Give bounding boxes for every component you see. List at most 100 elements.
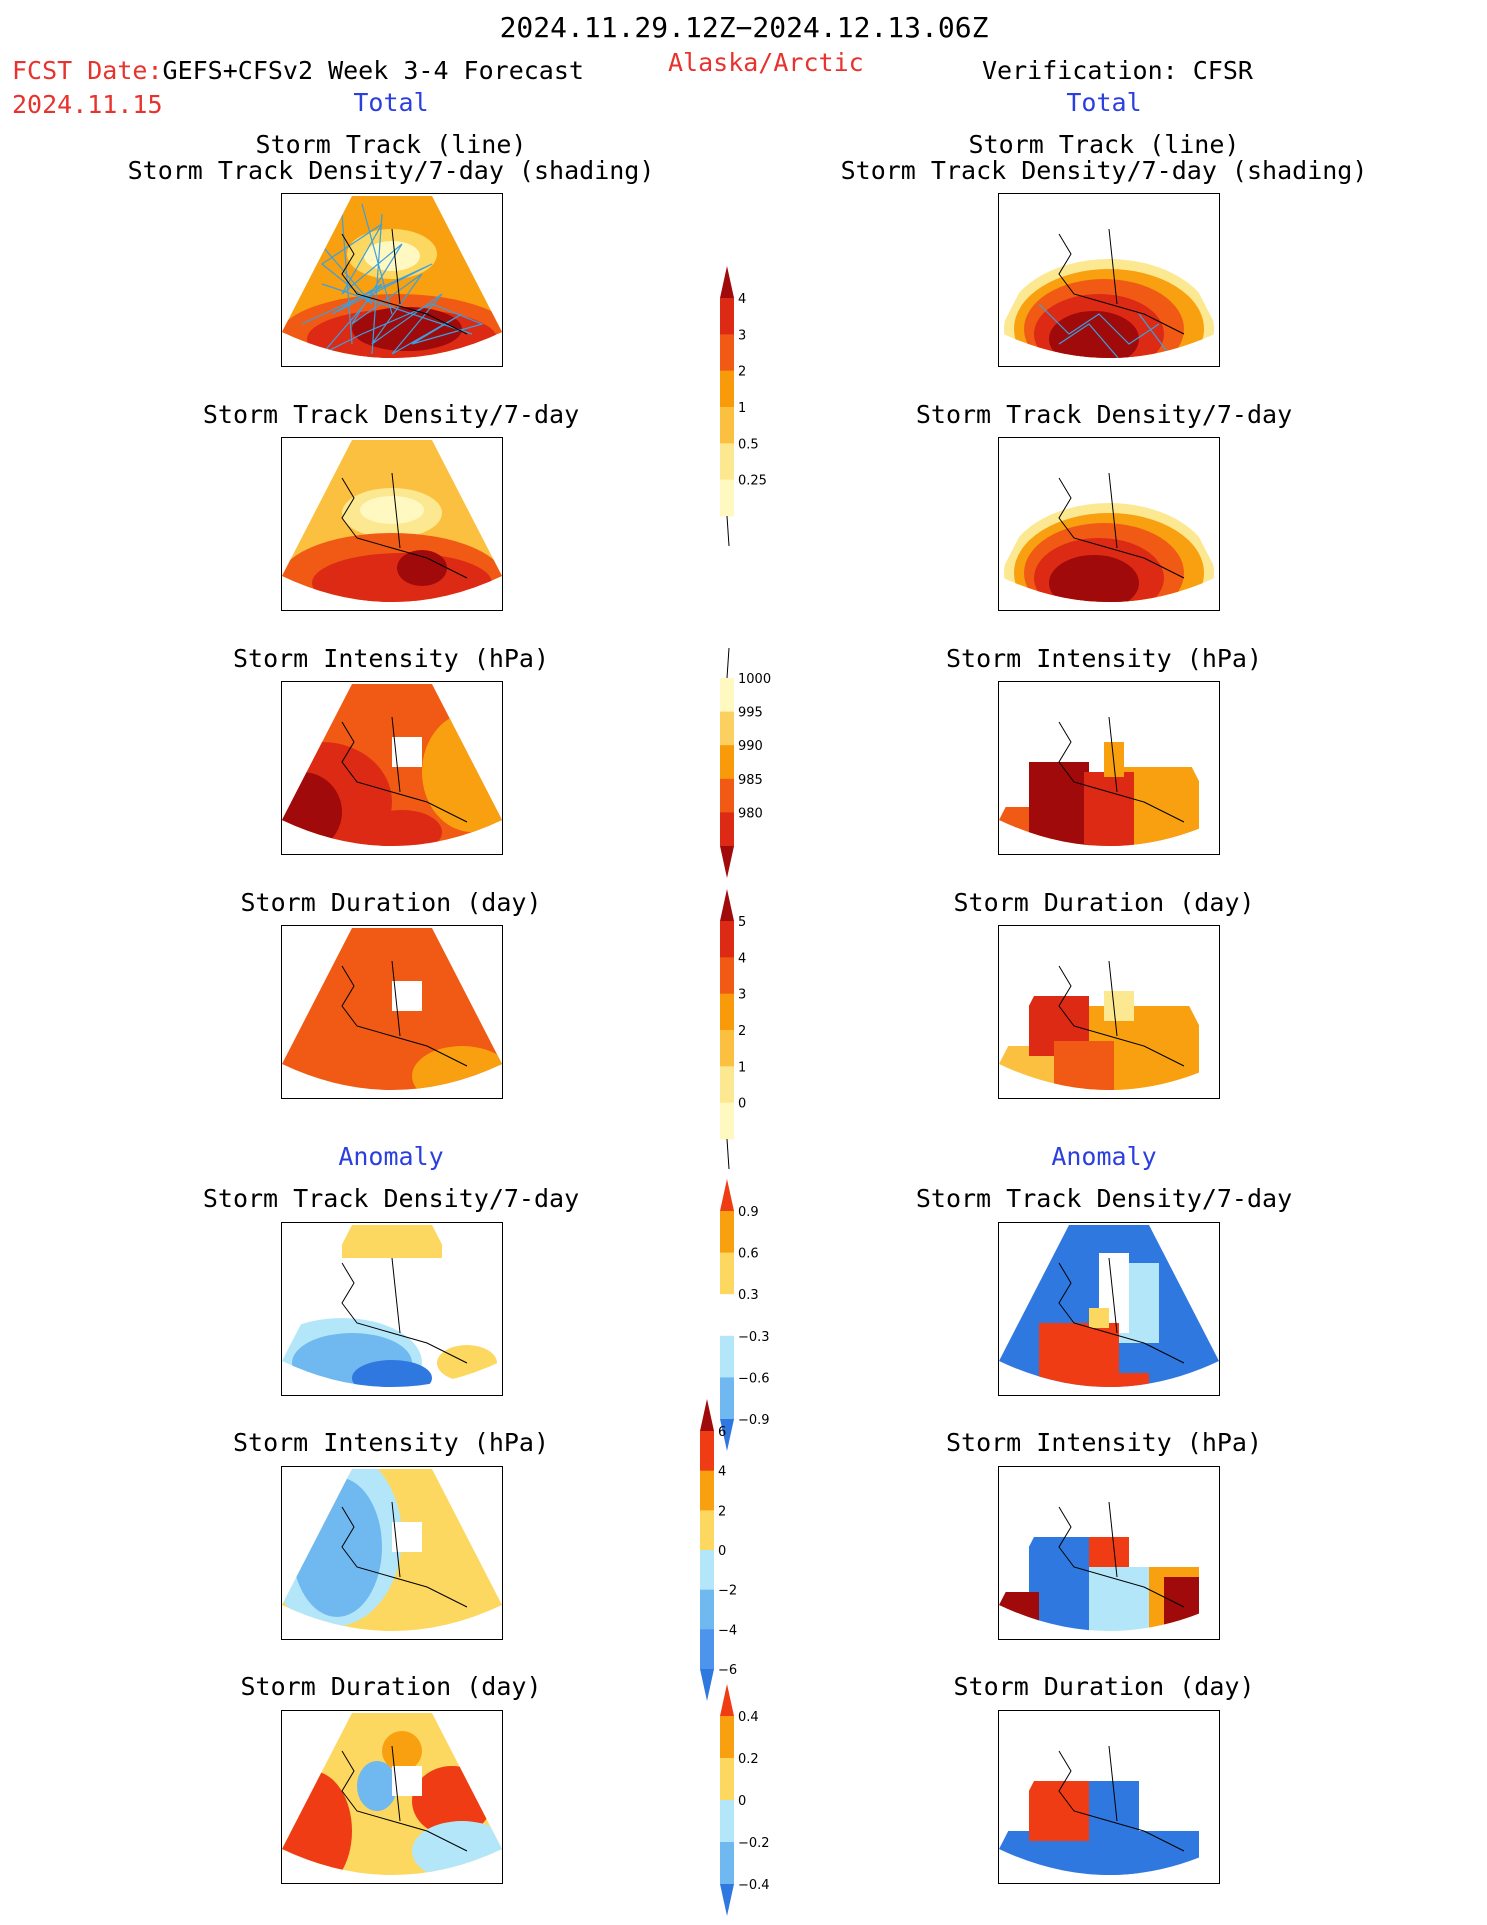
colorbar-tick-label: 2	[738, 1024, 746, 1039]
colorbar-tick-label: 4	[738, 951, 746, 966]
left-duration-anom-title: Storm Duration (day)	[240, 1672, 542, 1701]
colorbar-swatch	[720, 407, 734, 444]
left-track-line-title: Storm Track (line)	[255, 130, 527, 159]
map-density-verification	[998, 437, 1220, 611]
colorbar-tick-label: 990	[738, 739, 763, 754]
colorbar-tick-label: 1	[738, 401, 746, 416]
colorbar-swatch	[720, 1102, 734, 1140]
right-anomaly-label: Anomaly	[1051, 1142, 1157, 1171]
colorbar-tick-label: 995	[738, 706, 763, 721]
colorbar-tick-label: 0.9	[738, 1205, 759, 1220]
colorbar-tick-label: −2	[718, 1584, 737, 1599]
fcst-date: 2024.11.15	[12, 90, 163, 119]
colorbar-swatch	[720, 1252, 734, 1295]
colorbar-tick-label: 0	[738, 1097, 746, 1112]
colorbar-swatch	[720, 921, 734, 958]
colorbar-swatch	[720, 1211, 734, 1254]
right-density-title: Storm Track Density/7-day	[915, 400, 1293, 429]
map-track-verification	[998, 193, 1220, 367]
colorbar-tick-label: 0.25	[738, 474, 767, 489]
colorbar-tick-label: 0.5	[738, 437, 759, 452]
colorbar-swatch	[700, 1589, 714, 1630]
colorbar-tick-label: −0.4	[738, 1878, 770, 1893]
map-density-forecast	[281, 437, 503, 611]
left-density-title: Storm Track Density/7-day	[202, 400, 580, 429]
colorbar-tick-label: −0.9	[738, 1413, 770, 1428]
colorbar-swatch	[720, 479, 734, 517]
colorbar-swatch	[720, 334, 734, 372]
map-duration-verification	[998, 925, 1220, 1099]
right-duration-anom-title: Storm Duration (day)	[953, 1672, 1255, 1701]
colorbar-tick-label: −0.3	[738, 1330, 770, 1345]
right-total-label: Total	[1066, 88, 1142, 117]
colorbar-tick-label: 3	[738, 328, 746, 343]
colorbar-swatch	[720, 1800, 734, 1843]
map-intensity-forecast	[281, 681, 503, 855]
colorbar-tip-bottom	[700, 1669, 714, 1701]
colorbar-swatch	[720, 1716, 734, 1759]
colorbar-tick-label: 0	[738, 1794, 746, 1809]
colorbar-tip-top	[700, 1399, 714, 1431]
right-track-line-title: Storm Track (line)	[968, 130, 1240, 159]
left-density-anom-title: Storm Track Density/7-day	[202, 1184, 580, 1213]
left-intensity-anom-title: Storm Intensity (hPa)	[232, 1428, 550, 1457]
map-duration-anomaly-forecast	[281, 1710, 503, 1884]
right-track-shading-title: Storm Track Density/7-day (shading)	[840, 156, 1368, 185]
colorbar-swatch	[720, 1030, 734, 1067]
colorbar-tick-label: 0.4	[738, 1710, 759, 1725]
fcst-date-label: FCST Date:GEFS+CFSv2 Week 3-4 Forecast	[12, 58, 584, 83]
colorbar-tip-bottom	[726, 1138, 730, 1170]
colorbar-tick-label: 1	[738, 1060, 746, 1075]
colorbar-tick-label: 0.6	[738, 1247, 759, 1262]
map-density-anomaly-verification	[998, 1222, 1220, 1396]
right-density-anom-title: Storm Track Density/7-day	[915, 1184, 1293, 1213]
colorbar-swatch	[720, 778, 734, 813]
region-label: Alaska/Arctic	[668, 48, 864, 77]
colorbar-tick-label: −6	[718, 1663, 737, 1678]
colorbar-tick-label: 980	[738, 806, 763, 821]
colorbar-tick-label: 4	[718, 1465, 726, 1480]
colorbar-swatch	[720, 1842, 734, 1885]
colorbar-swatch	[720, 745, 734, 780]
colorbar-density-total: 4 3 2 1 0.5 0.25	[720, 266, 767, 547]
colorbar-intensity-anomaly: 6 4 2 0 −2 −4 −6	[700, 1399, 737, 1701]
left-intensity-title: Storm Intensity (hPa)	[232, 644, 550, 673]
colorbar-swatch	[720, 993, 734, 1031]
colorbar-swatch	[700, 1431, 714, 1472]
map-intensity-anomaly-verification	[998, 1466, 1220, 1640]
colorbar-swatch	[720, 678, 734, 713]
right-intensity-title: Storm Intensity (hPa)	[945, 644, 1263, 673]
colorbar-tick-label: 2	[738, 365, 746, 380]
fcst-model: GEFS+CFSv2 Week 3-4 Forecast	[162, 56, 584, 85]
colorbar-tip-top	[720, 889, 734, 921]
colorbar-swatch	[700, 1550, 714, 1591]
right-intensity-anom-title: Storm Intensity (hPa)	[945, 1428, 1263, 1457]
colorbar-density-anomaly: 0.9 0.6 0.3 −0.3 −0.6 −0.9	[720, 1179, 770, 1451]
colorbar-tick-label: 0.2	[738, 1752, 759, 1767]
colorbar-tick-label: 4	[738, 292, 746, 307]
colorbar-swatch	[720, 443, 734, 481]
colorbar-tick-label: 0	[718, 1544, 726, 1559]
colorbar-tip-top	[720, 1684, 734, 1716]
colorbar-swatch	[720, 711, 734, 746]
period-title: 2024.11.29.12Z−2024.12.13.06Z	[499, 11, 989, 44]
colorbar-intensity-total: 1000 995 990 985 980	[720, 647, 771, 878]
colorbar-swatch	[700, 1510, 714, 1551]
left-track-shading-title: Storm Track Density/7-day (shading)	[127, 156, 655, 185]
colorbar-tip-top	[726, 647, 730, 679]
colorbar-tick-label: −0.6	[738, 1371, 770, 1386]
colorbar-swatch	[720, 957, 734, 995]
map-density-anomaly-forecast	[281, 1222, 503, 1396]
colorbar-duration-anomaly: 0.4 0.2 0 −0.2 −0.4	[720, 1684, 770, 1916]
colorbar-tick-label: 2	[718, 1504, 726, 1519]
colorbar-tip-top	[720, 1179, 734, 1211]
colorbar-duration-total: 5 4 3 2 1 0	[720, 889, 746, 1170]
colorbar-tip-top	[720, 266, 734, 298]
colorbar-swatch	[700, 1470, 714, 1511]
colorbar-swatch	[720, 1066, 734, 1104]
colorbar-tip-bottom	[726, 515, 730, 547]
colorbar-swatch	[700, 1629, 714, 1670]
colorbar-swatch	[720, 298, 734, 335]
colorbar-swatch	[720, 1758, 734, 1801]
colorbar-swatch	[720, 812, 734, 847]
